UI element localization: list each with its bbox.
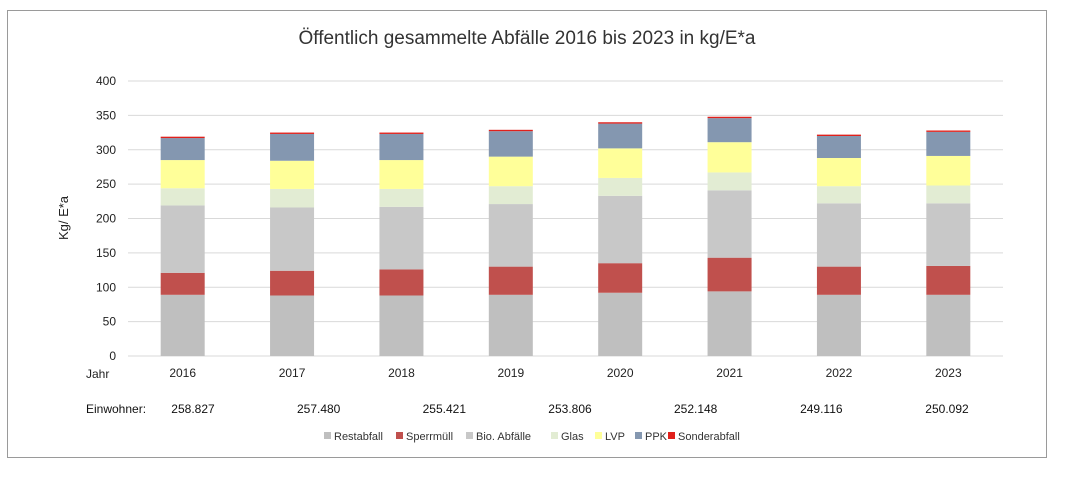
x-tick-label: 2019: [497, 366, 524, 380]
legend-label: Glas: [561, 431, 584, 443]
x-tick-label: 2022: [826, 366, 853, 380]
bar-segment: [926, 203, 971, 266]
bar-segment: [270, 188, 315, 208]
bar-segment: [488, 266, 533, 295]
legend-swatch: [551, 432, 558, 439]
y-tick-label: 250: [96, 177, 116, 191]
legend-swatch: [635, 432, 642, 439]
bar-segment: [598, 292, 643, 356]
bar-segment: [816, 203, 861, 267]
legend-swatch: [324, 432, 331, 439]
bar-segment: [707, 257, 752, 292]
bar-segment: [816, 266, 861, 295]
einwohner-value: 257.480: [297, 402, 341, 416]
legend-swatch: [396, 432, 403, 439]
bar-segment: [488, 156, 533, 187]
x-tick-label: 2016: [169, 366, 196, 380]
y-axis-label: Kg/ E*a: [56, 195, 71, 240]
bar-segment: [707, 190, 752, 258]
bar-segment: [488, 204, 533, 267]
bar-segment: [160, 160, 205, 189]
y-tick-label: 0: [109, 349, 116, 363]
legend-swatch: [668, 432, 675, 439]
bar-segment: [816, 134, 861, 136]
bar-segment: [707, 172, 752, 191]
x-tick-label: 2023: [935, 366, 962, 380]
legend-label: LVP: [605, 431, 625, 443]
bar-segment: [926, 265, 971, 295]
bar-segment: [270, 160, 315, 189]
y-tick-label: 400: [96, 74, 116, 88]
x-tick-label: 2021: [716, 366, 743, 380]
einwohner-value: 252.148: [674, 402, 718, 416]
bar-segment: [160, 205, 205, 273]
x-tick-label: 2017: [279, 366, 306, 380]
bar-segment: [707, 116, 752, 119]
einwohner-value: 255.421: [423, 402, 467, 416]
bar-segment: [707, 291, 752, 356]
bar-segment: [379, 269, 424, 296]
bar-segment: [488, 186, 533, 205]
bar-segment: [816, 186, 861, 204]
bar-segment: [488, 294, 533, 356]
bar-segment: [270, 133, 315, 161]
legend-label: Restabfall: [334, 431, 383, 443]
x-tick-label: 2018: [388, 366, 415, 380]
bar-segment: [816, 294, 861, 356]
bar-segment: [598, 122, 643, 124]
bar-segment: [707, 118, 752, 143]
bar-segment: [379, 160, 424, 189]
bar-segment: [270, 270, 315, 296]
legend-swatch: [595, 432, 602, 439]
einwohner-value: 249.116: [800, 402, 843, 416]
bar-segment: [926, 131, 971, 156]
bar-segment: [270, 132, 315, 134]
legend-label: Sonderabfall: [678, 431, 740, 443]
bar-segment: [270, 295, 315, 356]
einwohner-value: 258.827: [171, 402, 215, 416]
y-tick-label: 50: [103, 315, 117, 329]
bar-segment: [379, 295, 424, 356]
bar-segment: [379, 188, 424, 207]
bar-segment: [270, 207, 315, 271]
legend-label: PPK: [645, 431, 668, 443]
einwohner-value: 253.806: [548, 402, 592, 416]
bar-segment: [160, 136, 205, 139]
bar-segment: [379, 132, 424, 134]
einwohner-value: 250.092: [925, 402, 969, 416]
chart-title: Öffentlich gesammelte Abfälle 2016 bis 2…: [299, 28, 756, 49]
legend-swatch: [466, 432, 473, 439]
bar-segment: [707, 142, 752, 173]
bar-segment: [816, 158, 861, 187]
x-tick-label: 2020: [607, 366, 634, 380]
y-tick-label: 100: [96, 280, 116, 294]
bar-segment: [926, 155, 971, 186]
y-tick-label: 200: [96, 212, 116, 226]
bar-segment: [598, 177, 643, 196]
bar-segment: [926, 130, 971, 132]
bar-segment: [598, 148, 643, 178]
legend-label: Sperrmüll: [406, 431, 453, 443]
bar-segment: [379, 206, 424, 270]
bar-segment: [160, 138, 205, 161]
y-tick-label: 350: [96, 108, 116, 122]
y-tick-label: 150: [96, 246, 116, 260]
y-tick-label: 300: [96, 143, 116, 157]
bar-segment: [160, 188, 205, 206]
bar-segment: [160, 294, 205, 356]
bar-segment: [598, 123, 643, 149]
legend-label: Bio. Abfälle: [476, 431, 531, 443]
einwohner-label: Einwohner:: [86, 402, 146, 416]
bar-segment: [598, 195, 643, 264]
bar-segment: [816, 136, 861, 158]
bar-segment: [488, 131, 533, 157]
bar-segment: [926, 185, 971, 204]
bar-segment: [160, 272, 205, 295]
bar-segment: [926, 294, 971, 356]
bar-segment: [598, 263, 643, 293]
bar-segment: [488, 129, 533, 132]
x-axis-label: Jahr: [86, 367, 109, 381]
bar-segment: [379, 133, 424, 161]
